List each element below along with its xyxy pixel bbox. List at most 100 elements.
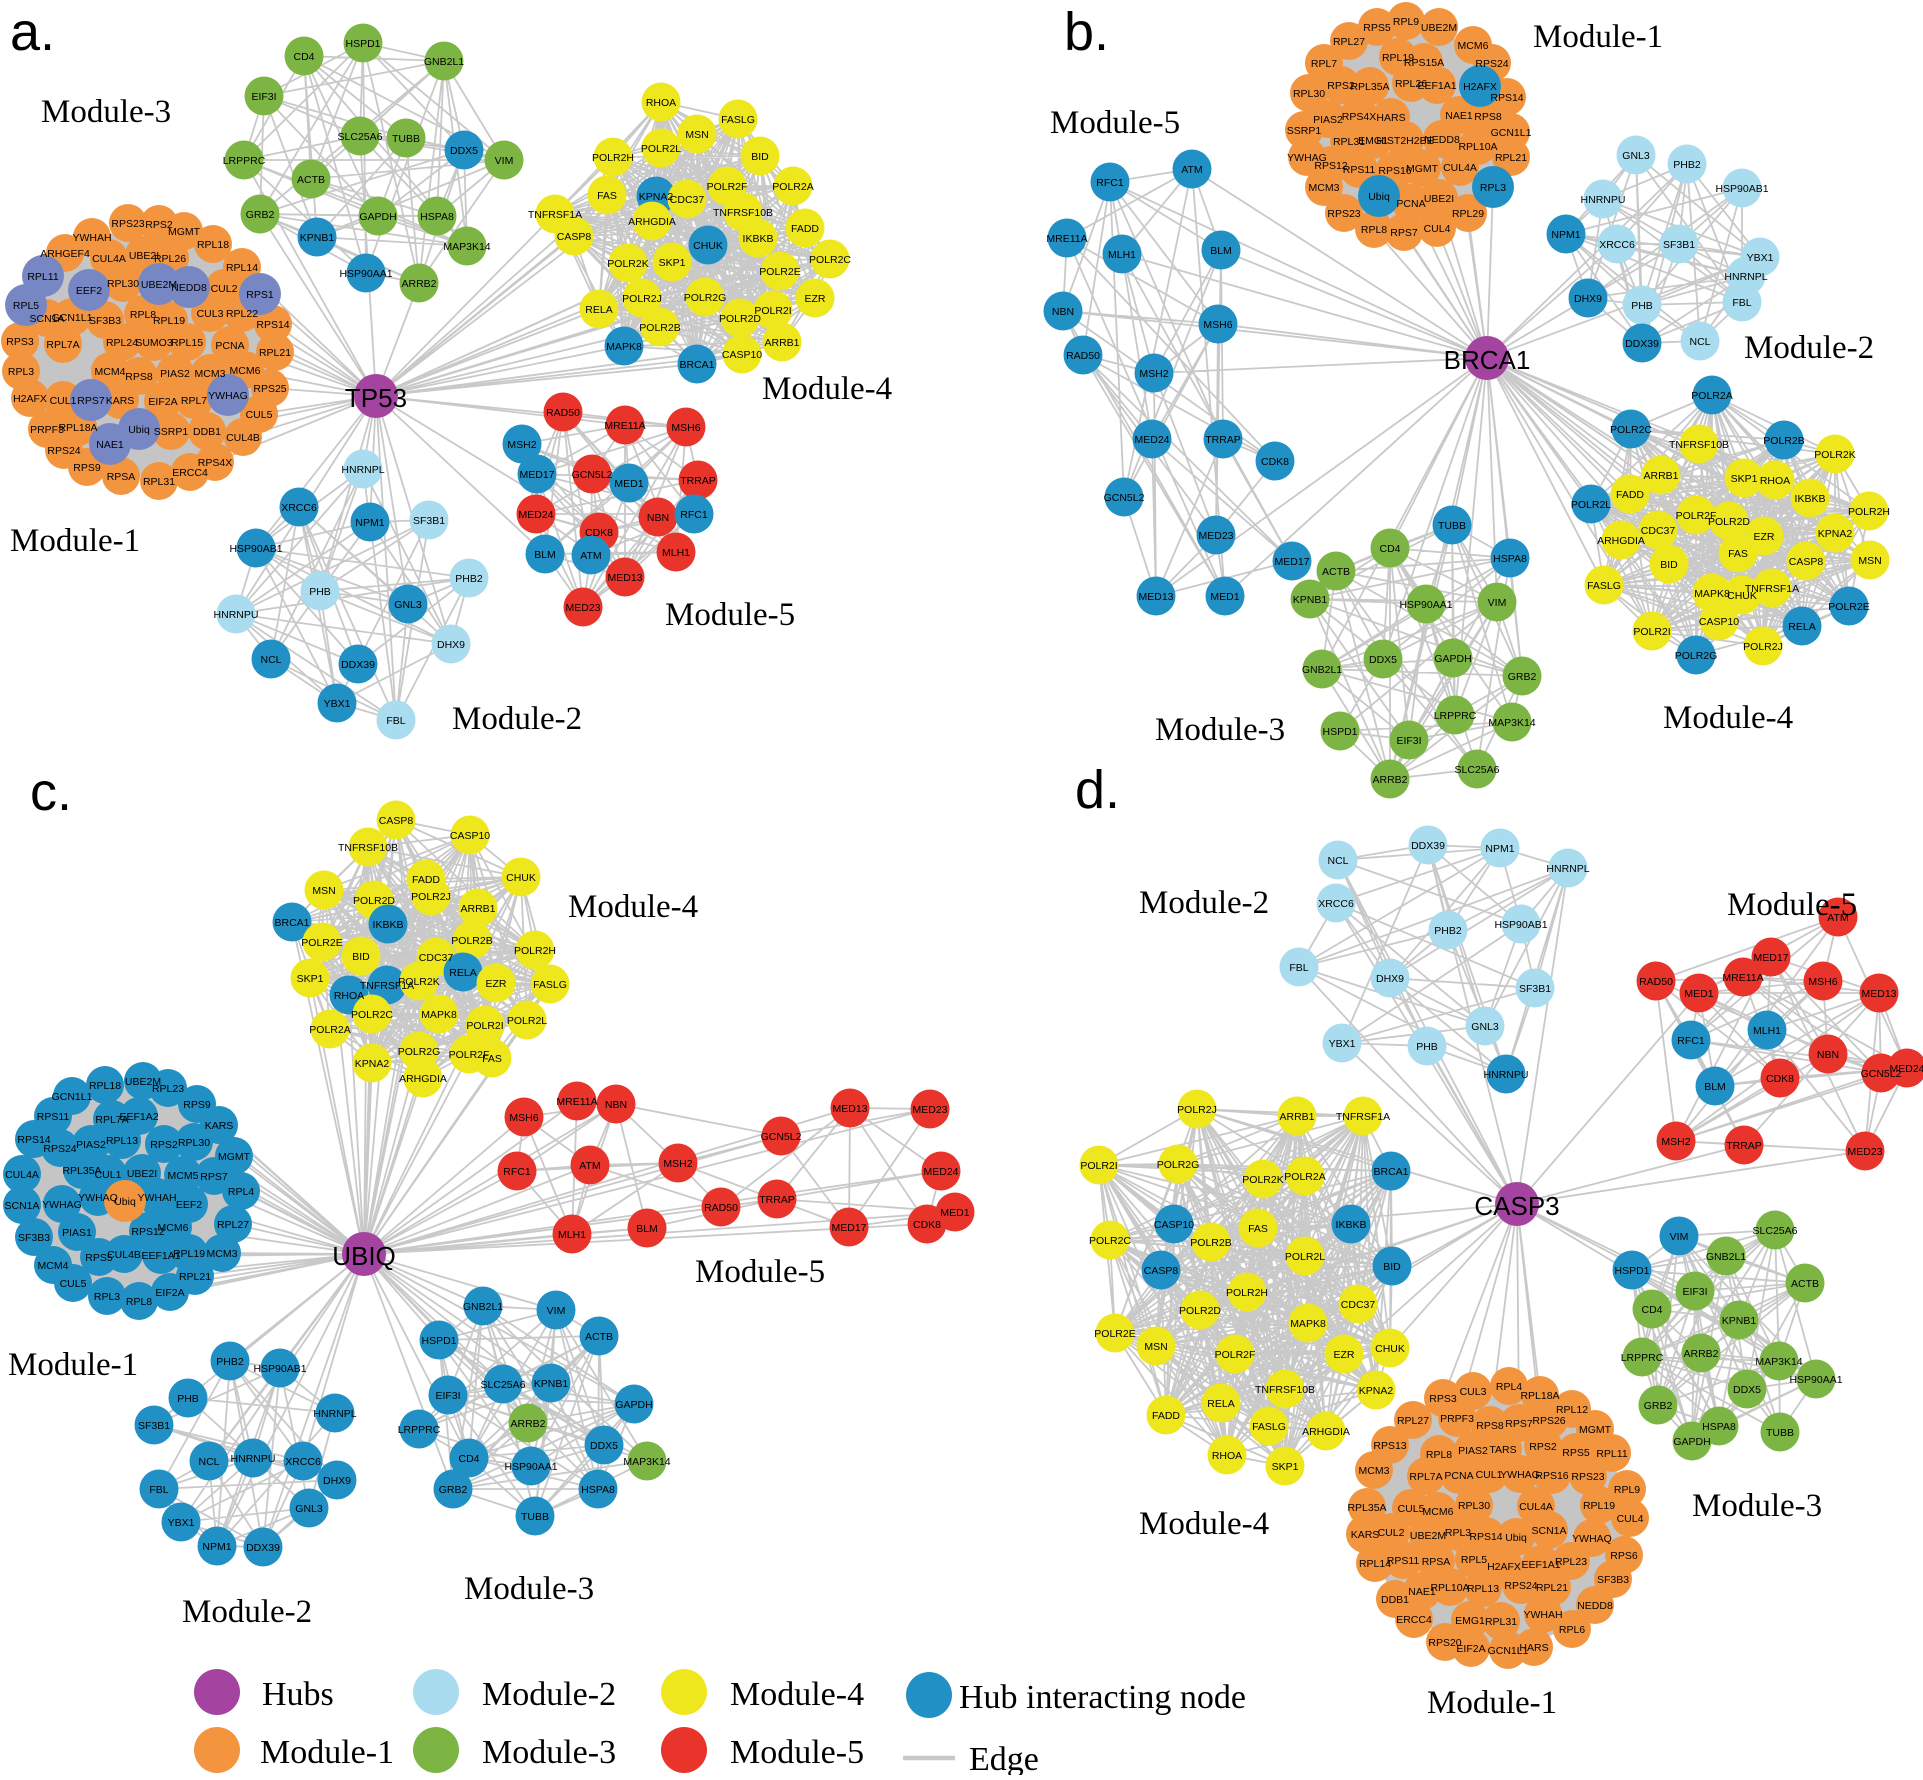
svg-text:RPL22: RPL22 — [226, 308, 258, 320]
svg-text:MRE11A: MRE11A — [1722, 972, 1763, 984]
svg-text:MRE11A: MRE11A — [1046, 233, 1087, 245]
svg-text:RPL7: RPL7 — [1311, 58, 1337, 70]
svg-text:HNRNPL: HNRNPL — [313, 1408, 356, 1420]
svg-text:POLR2A: POLR2A — [309, 1024, 350, 1036]
svg-text:RPL21: RPL21 — [1536, 1582, 1568, 1594]
svg-text:MCM4: MCM4 — [38, 1260, 69, 1272]
svg-text:BID: BID — [1383, 1261, 1401, 1273]
svg-text:GAPDH: GAPDH — [1673, 1436, 1710, 1448]
svg-text:CDC37: CDC37 — [1341, 1299, 1376, 1311]
svg-text:Module-4: Module-4 — [568, 889, 698, 925]
svg-text:GCN1L1: GCN1L1 — [52, 312, 93, 324]
svg-text:H2AFX: H2AFX — [1487, 1561, 1521, 1573]
svg-text:Module-1: Module-1 — [1533, 19, 1663, 55]
svg-text:RPL5: RPL5 — [1461, 1554, 1487, 1566]
svg-text:CASP8: CASP8 — [1789, 556, 1824, 568]
svg-text:RPS6: RPS6 — [1610, 1550, 1638, 1562]
svg-text:PIAS2: PIAS2 — [1313, 114, 1343, 126]
svg-text:KARS: KARS — [1351, 1529, 1380, 1541]
svg-text:YWHAQ: YWHAQ — [1572, 1533, 1612, 1545]
svg-text:RPL19: RPL19 — [153, 315, 185, 327]
svg-text:HSP90AA1: HSP90AA1 — [1789, 1374, 1842, 1386]
svg-text:RPS8: RPS8 — [125, 371, 153, 383]
svg-text:HSPD1: HSPD1 — [1614, 1265, 1649, 1277]
svg-text:SCN1A: SCN1A — [1531, 1525, 1566, 1537]
svg-text:RPL8: RPL8 — [1426, 1449, 1452, 1461]
svg-text:POLR2F: POLR2F — [1215, 1349, 1256, 1361]
svg-text:POLR2H: POLR2H — [592, 152, 634, 164]
svg-text:PHB2: PHB2 — [1673, 159, 1701, 171]
svg-text:TRRAP: TRRAP — [1205, 434, 1241, 446]
svg-text:FAS: FAS — [1728, 548, 1748, 560]
svg-text:DDB1: DDB1 — [1381, 1594, 1409, 1606]
svg-text:UBE2M: UBE2M — [1421, 22, 1457, 34]
svg-text:CD4: CD4 — [1379, 543, 1400, 555]
svg-text:SCN1A: SCN1A — [4, 1200, 39, 1212]
svg-text:CUL4: CUL4 — [1617, 1513, 1644, 1525]
svg-text:RELA: RELA — [1788, 621, 1815, 633]
svg-text:GRB2: GRB2 — [439, 1484, 468, 1496]
svg-text:GCN1L1: GCN1L1 — [1488, 1645, 1529, 1657]
svg-text:HNRNPL: HNRNPL — [1546, 863, 1589, 875]
svg-text:RPL3: RPL3 — [1480, 182, 1506, 194]
svg-text:RFC1: RFC1 — [1096, 177, 1124, 189]
svg-text:MGMT: MGMT — [1579, 1424, 1612, 1436]
svg-text:MSH2: MSH2 — [663, 1158, 692, 1170]
svg-text:POLR2H: POLR2H — [1226, 1287, 1268, 1299]
svg-text:FAS: FAS — [597, 190, 617, 202]
svg-text:ARRB1: ARRB1 — [764, 337, 799, 349]
svg-text:RPS9: RPS9 — [73, 462, 101, 474]
svg-text:HNRNPU: HNRNPU — [1581, 194, 1626, 206]
svg-text:RAD50: RAD50 — [1639, 976, 1673, 988]
svg-text:PHB2: PHB2 — [216, 1356, 244, 1368]
svg-text:CUL1: CUL1 — [1476, 1469, 1503, 1481]
svg-text:ATM: ATM — [579, 1160, 600, 1172]
svg-text:RPL11: RPL11 — [1596, 1448, 1627, 1460]
svg-text:RPS23: RPS23 — [111, 218, 144, 230]
svg-text:BLM: BLM — [1210, 245, 1232, 257]
svg-text:MCM3: MCM3 — [195, 368, 226, 380]
svg-text:YWHAG: YWHAG — [42, 1199, 82, 1211]
svg-text:RPL23: RPL23 — [152, 1083, 184, 1095]
svg-text:TNFRSF1A: TNFRSF1A — [528, 209, 582, 221]
svg-text:PHB2: PHB2 — [455, 573, 483, 585]
svg-text:Module-1: Module-1 — [10, 523, 140, 559]
svg-text:RPL11: RPL11 — [27, 271, 58, 283]
svg-text:CASP10: CASP10 — [450, 830, 490, 842]
svg-text:RPL5: RPL5 — [13, 300, 39, 312]
svg-text:CASP10: CASP10 — [1154, 1219, 1194, 1231]
svg-text:HSP90AA1: HSP90AA1 — [339, 268, 392, 280]
svg-text:NBN: NBN — [605, 1099, 627, 1111]
svg-text:FADD: FADD — [1152, 1410, 1180, 1422]
svg-text:MLH1: MLH1 — [662, 547, 690, 559]
svg-text:YBX1: YBX1 — [168, 1517, 195, 1529]
svg-text:RPL27: RPL27 — [217, 1219, 249, 1231]
svg-text:CD4: CD4 — [458, 1453, 479, 1465]
svg-text:CASP8: CASP8 — [557, 231, 592, 243]
svg-text:MED13: MED13 — [1138, 591, 1173, 603]
svg-text:RFC1: RFC1 — [680, 509, 708, 521]
svg-text:LRPPRC: LRPPRC — [1621, 1352, 1664, 1364]
svg-text:POLR2B: POLR2B — [639, 322, 680, 334]
svg-text:ACTB: ACTB — [1322, 566, 1350, 578]
svg-text:CDC37: CDC37 — [670, 194, 705, 206]
svg-text:MSH6: MSH6 — [1808, 976, 1837, 988]
svg-text:MAPK8: MAPK8 — [1290, 1318, 1326, 1330]
svg-text:POLR2L: POLR2L — [1571, 499, 1611, 511]
svg-text:ARRB1: ARRB1 — [1279, 1111, 1314, 1123]
svg-text:EEF1A1: EEF1A1 — [1417, 80, 1456, 92]
svg-text:Module-4: Module-4 — [730, 1676, 864, 1713]
svg-text:Ubiq: Ubiq — [114, 1196, 136, 1208]
svg-text:Module-4: Module-4 — [1139, 1506, 1269, 1542]
svg-text:EIF3I: EIF3I — [251, 91, 276, 103]
svg-text:SKP1: SKP1 — [1272, 1461, 1299, 1473]
svg-text:DHX9: DHX9 — [437, 639, 465, 651]
svg-text:CHUK: CHUK — [1375, 1343, 1405, 1355]
svg-text:RFC1: RFC1 — [1677, 1035, 1705, 1047]
svg-text:KPNB1: KPNB1 — [534, 1378, 569, 1390]
svg-text:GRB2: GRB2 — [246, 209, 275, 221]
svg-text:HSPA8: HSPA8 — [581, 1484, 615, 1496]
svg-text:MRE11A: MRE11A — [556, 1096, 597, 1108]
svg-text:MED23: MED23 — [1847, 1146, 1882, 1158]
svg-text:YWHAH: YWHAH — [137, 1192, 176, 1204]
